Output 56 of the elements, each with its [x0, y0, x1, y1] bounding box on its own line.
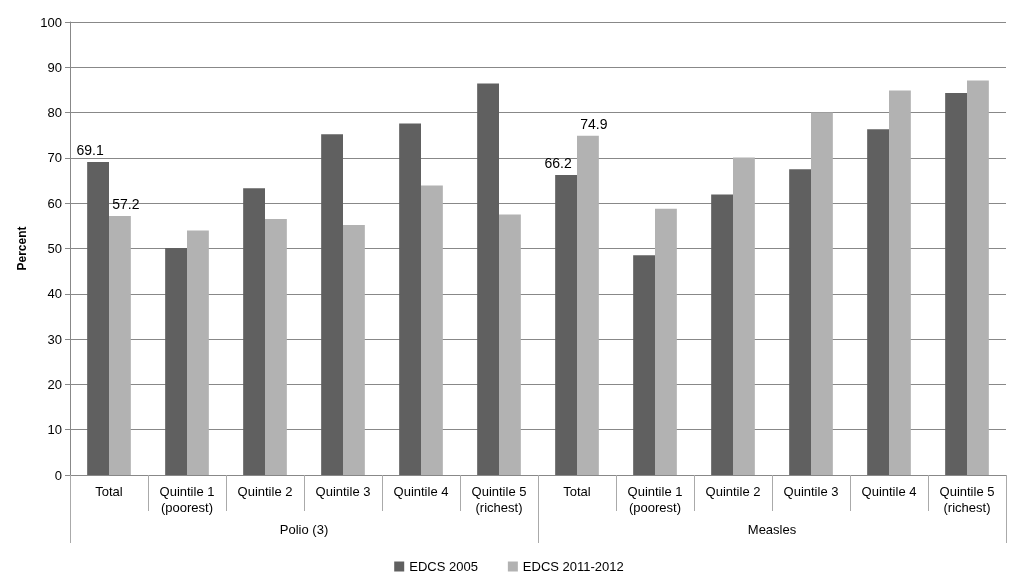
x-tick-label: Quintile 1 (poorest) — [627, 483, 683, 515]
data-label: 66.2 — [544, 155, 572, 172]
bar — [265, 219, 287, 475]
x-tick-label: Total — [95, 483, 123, 499]
y-tick-label: 10 — [47, 422, 62, 438]
bar — [577, 135, 599, 475]
bar — [321, 134, 343, 475]
legend-label: EDCS 2005 — [409, 559, 478, 574]
y-tick-label: 50 — [47, 241, 62, 256]
x-tick-label: Quintile 3 — [315, 483, 371, 499]
text: Polio (3) — [279, 522, 329, 537]
bar — [655, 208, 677, 475]
bar — [733, 157, 755, 475]
bar — [165, 248, 187, 475]
x-tick-label: Quintile 4 — [861, 483, 917, 499]
y-axis-title: Percent — [15, 226, 29, 271]
x-tick-label: Quintile 3 — [783, 483, 839, 499]
bar — [87, 161, 109, 475]
legend-label: EDCS 2011-2012 — [522, 559, 624, 574]
y-tick-label: 80 — [47, 105, 62, 121]
bar — [945, 93, 967, 475]
y-tick-label: 20 — [47, 376, 62, 392]
bar — [811, 112, 833, 475]
bar — [499, 214, 521, 475]
bar — [889, 90, 911, 475]
x-tick-label: Quintile 2 — [237, 483, 293, 499]
bar — [399, 123, 421, 475]
x-tick-label: Quintile 1 (poorest) — [159, 483, 215, 515]
bar — [711, 194, 733, 475]
data-label: 57.2 — [112, 195, 140, 212]
bar — [477, 83, 499, 475]
x-tick-label: Quintile 4 — [393, 483, 449, 499]
x-tick-label: Total — [563, 483, 591, 499]
bar — [789, 169, 811, 475]
text: Measles — [747, 522, 797, 537]
bar — [109, 215, 131, 475]
y-tick-label: 0 — [54, 467, 62, 483]
bar — [343, 224, 365, 475]
bar — [421, 185, 443, 475]
bar — [243, 188, 265, 475]
y-tick-label: 100 — [40, 14, 62, 30]
data-label: 69.1 — [76, 141, 104, 158]
bar — [187, 230, 209, 475]
bar — [555, 175, 577, 475]
bar — [633, 255, 655, 475]
data-label: 74.9 — [580, 115, 608, 132]
x-tick-label: Quintile 2 — [705, 483, 761, 499]
bar — [867, 129, 889, 475]
y-tick-label: 40 — [47, 286, 62, 302]
x-tick-label: Quintile 5 (richest) — [939, 483, 995, 515]
y-tick-label: 60 — [47, 195, 62, 211]
bar — [967, 80, 989, 475]
y-tick-label: 70 — [47, 150, 62, 166]
x-tick-label: Quintile 5 (richest) — [471, 483, 527, 515]
y-tick-label: 30 — [47, 331, 62, 347]
y-tick-label: 90 — [47, 59, 62, 75]
